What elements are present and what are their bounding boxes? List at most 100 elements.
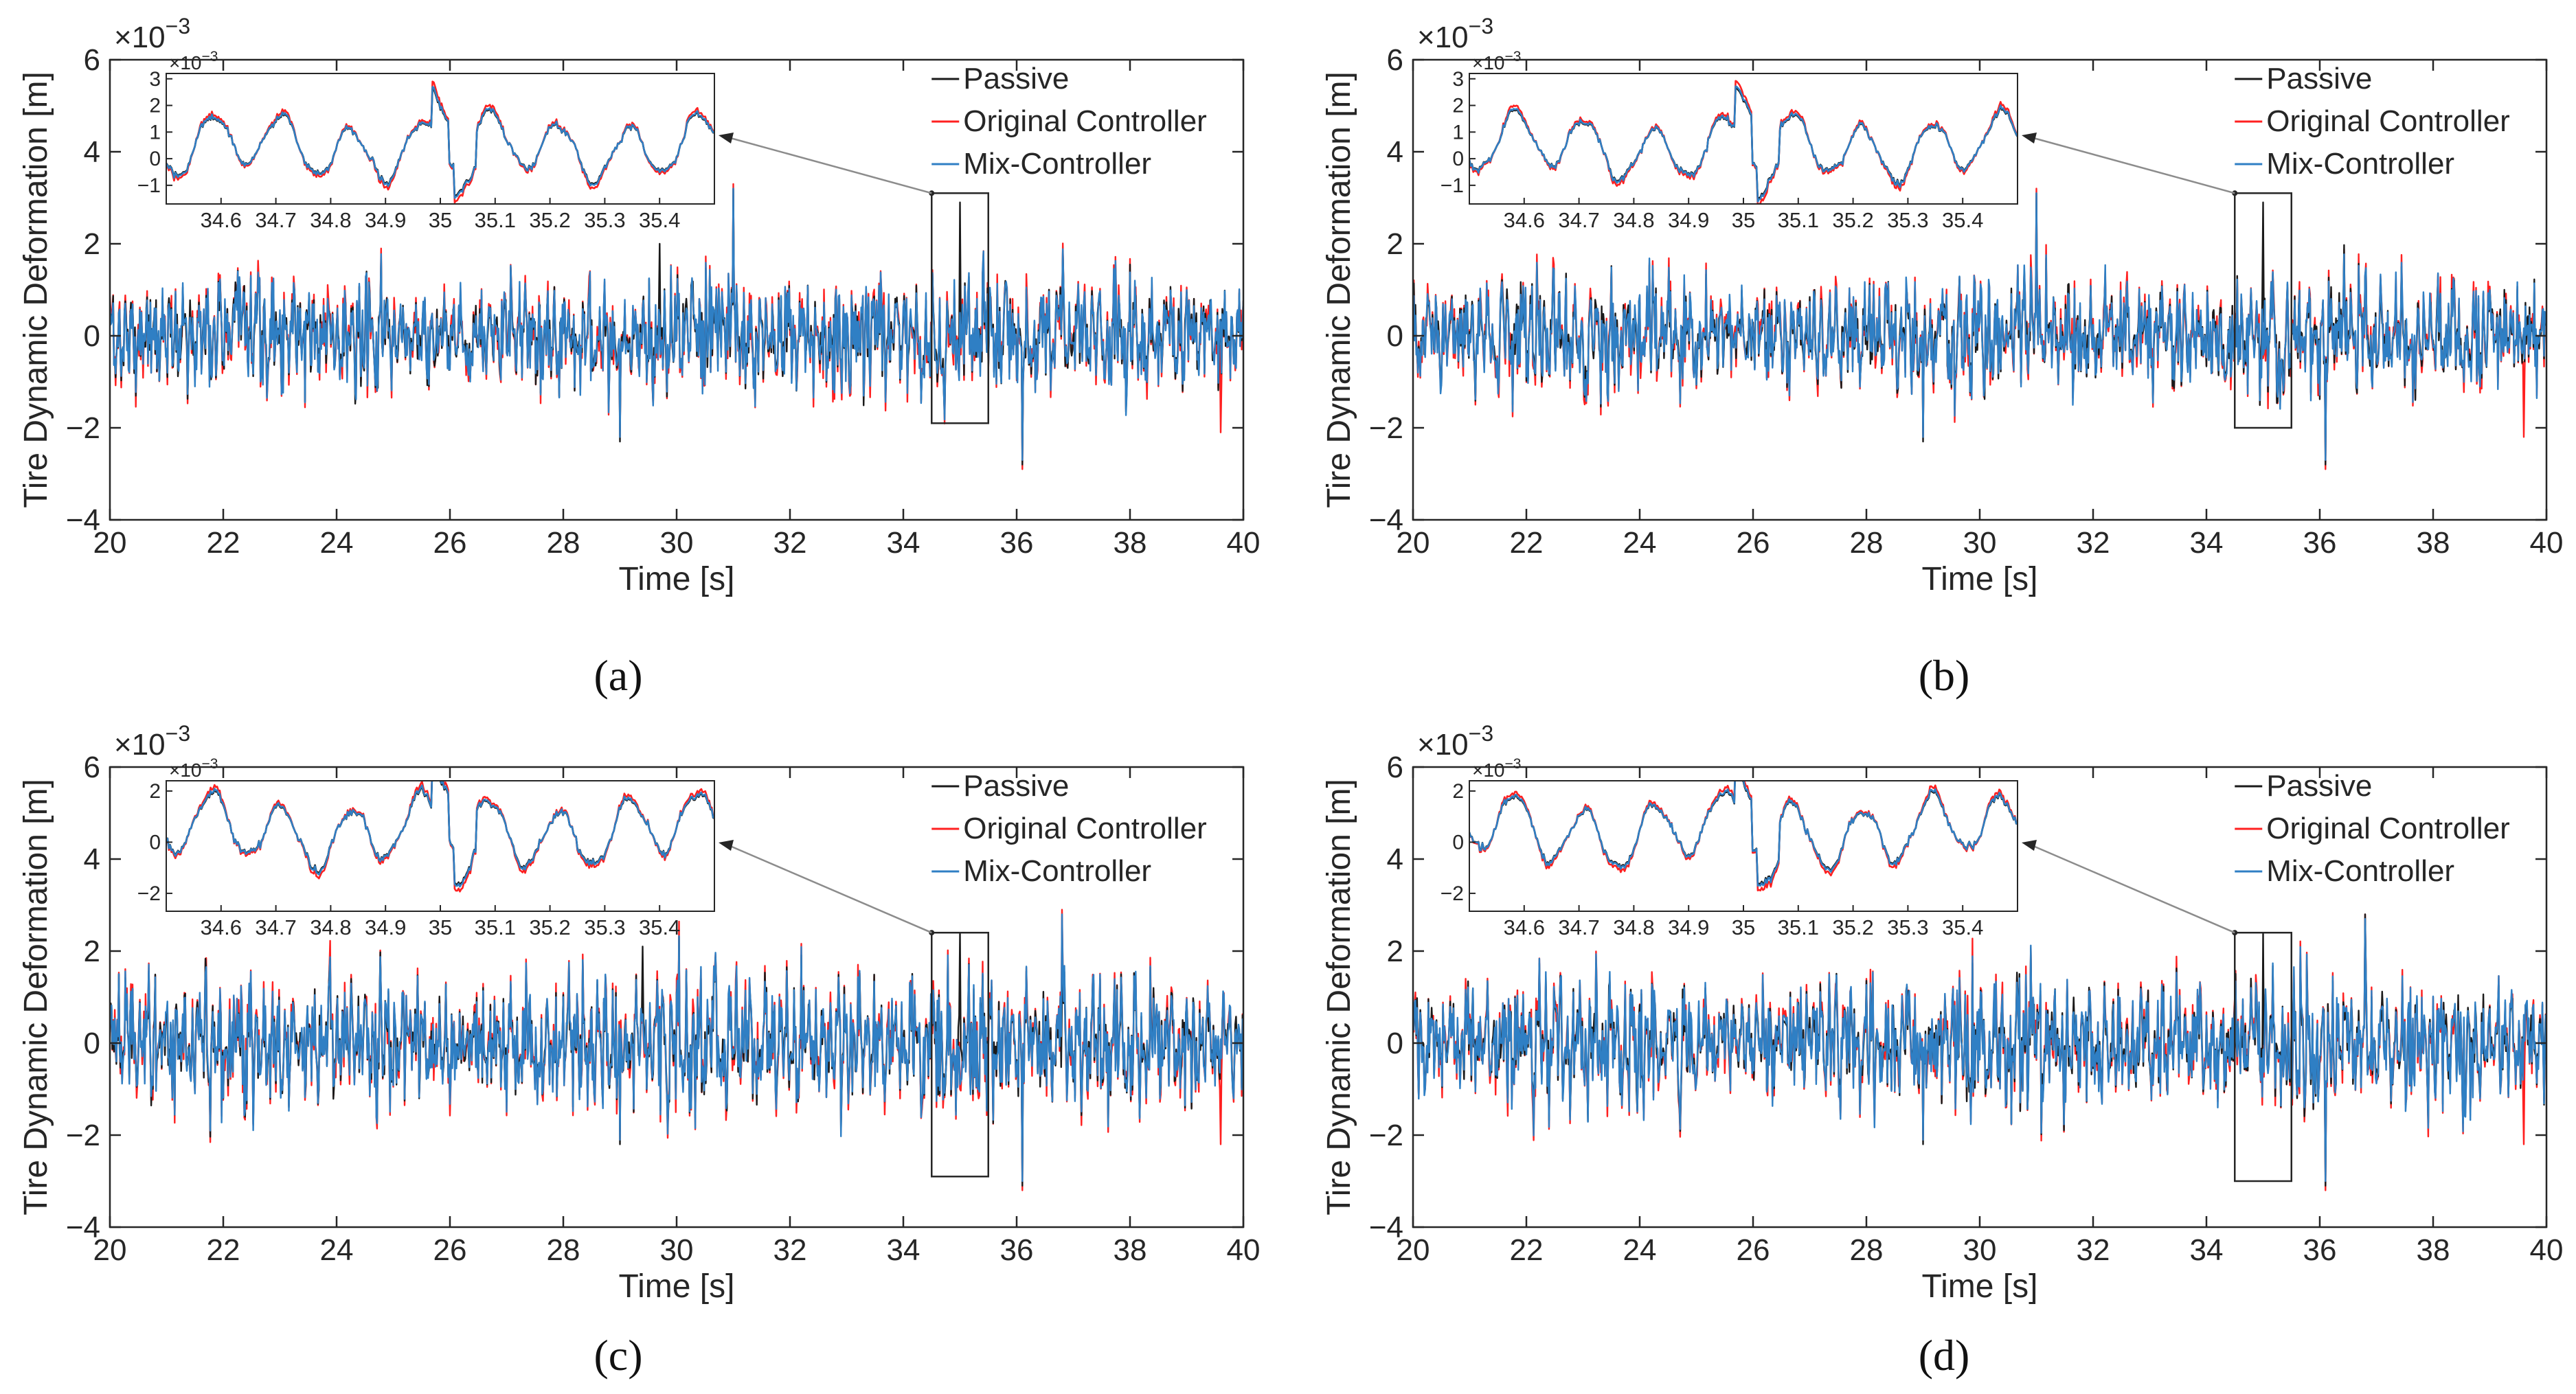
x-tick-label: 24 [1623,526,1657,560]
inset-x-tick-label: 34.9 [1668,915,1709,939]
zoom-connector-line [725,135,932,194]
legend-label: Mix-Controller [2266,854,2454,888]
inset-chart: 34.6 34.7 34.8 34.9 35 35.1 35.2 35.3 35.4 −2 0 2 ×1… [137,756,715,939]
inset-series-mix-controller [1469,85,2018,203]
inset-x-tick-label: 35.2 [529,208,570,232]
x-tick-label: 30 [1963,526,1997,560]
x-tick-label: 38 [1114,526,1147,560]
inset-x-tick-label: 34.8 [1613,208,1654,232]
x-tick-label: 28 [1850,1233,1884,1267]
inset-x-tick-label: 34.6 [1504,915,1545,939]
inset-x-tick-label: 34.7 [255,915,296,939]
inset-y-tick-label: 1 [149,121,161,144]
series-line-mix-controller [1413,917,2546,1182]
x-tick-label: 38 [1114,1233,1147,1267]
y-exponent-power: −3 [1469,721,1493,746]
inset-background [1469,781,2018,911]
inset-x-tick-label: 35 [1732,915,1755,939]
y-exponent-base: ×10 [1417,21,1469,54]
x-tick-label: 22 [207,1233,240,1267]
inset-y-tick-label: −1 [1440,174,1464,197]
inset-x-tick-label: 35.3 [1887,208,1928,232]
inset-series-mix-controller [166,781,714,888]
inset-x-tick-label: 34.9 [1668,208,1709,232]
inset-x-tick-label: 35.4 [1942,915,1983,939]
x-tick-label: 28 [547,1233,580,1267]
x-tick-label: 30 [660,1233,694,1267]
y-tick-label: −4 [1369,503,1403,537]
x-tick-label: 22 [1510,1233,1544,1267]
y-tick-label: 6 [84,43,100,77]
y-exponent-base: ×10 [114,728,166,762]
inset-y-tick-label: 0 [1452,831,1464,854]
zoom-connector-arrowhead [2022,840,2037,851]
inset-x-tick-label: 35.4 [639,915,680,939]
inset-x-tick-label: 34.8 [310,208,351,232]
legend-label: Mix-Controller [2266,147,2454,181]
inset-x-tick-label: 35.4 [1942,208,1983,232]
zoom-connector-arrowhead [719,840,734,851]
x-tick-label: 26 [1737,526,1770,560]
inset-x-tick-label: 35 [429,208,452,232]
legend-label: Passive [2266,769,2372,803]
y-tick-label: 4 [84,135,100,169]
x-tick-label: 38 [2417,1233,2450,1267]
inset-exponent-base: ×10 [1472,759,1505,781]
inset-x-tick-label: 35.2 [1832,208,1873,232]
inset-x-tick-label: 35.3 [1887,915,1928,939]
inset-y-tick-label: −2 [1440,882,1464,905]
y-tick-label: 2 [1387,227,1403,261]
y-exponent-power: −3 [166,14,190,38]
inset-y-tick-label: 2 [1452,95,1464,117]
x-tick-label: 24 [320,1233,354,1267]
inset-exponent-power: −3 [202,756,218,772]
x-axis-label: Time [s] [1922,561,2038,597]
x-tick-label: 36 [1000,526,1034,560]
y-tick-label: 0 [1387,1027,1403,1060]
inset-exponent-label: ×10−3 [169,756,218,781]
x-tick-label: 24 [1623,1233,1657,1267]
legend-label: Original Controller [963,812,1207,845]
x-tick-label: 34 [2190,1233,2224,1267]
chart-panel-a: 20 22 24 26 28 30 32 34 36 38 40−4−20246×10−3Time … [18,14,1260,700]
inset-x-tick-label: 35.3 [584,915,625,939]
inset-x-tick-label: 34.7 [1558,208,1599,232]
x-tick-label: 30 [660,526,694,560]
x-tick-label: 32 [2077,526,2110,560]
inset-exponent-base: ×10 [169,759,202,781]
x-tick-label: 20 [93,1233,127,1267]
y-exponent-base: ×10 [114,21,166,54]
y-tick-label: 2 [84,935,100,968]
x-tick-label: 26 [433,1233,467,1267]
y-tick-label: 2 [84,227,100,261]
inset-exponent-label: ×10−3 [169,49,218,73]
x-axis-label: Time [s] [1922,1268,2038,1305]
inset-x-tick-label: 34.8 [1613,915,1654,939]
inset-y-tick-label: 2 [149,95,161,117]
plot-area [110,183,1243,470]
x-tick-label: 40 [1227,526,1261,560]
inset-y-tick-label: 0 [149,148,161,170]
plot-area [110,909,1243,1191]
x-tick-label: 22 [1510,526,1544,560]
y-tick-label: 4 [1387,843,1403,876]
plot-area [1413,187,2546,470]
x-tick-label: 40 [2530,1233,2564,1267]
y-exponent-label: ×10−3 [114,14,190,54]
inset-background [166,73,714,204]
y-tick-label: 6 [84,751,100,784]
x-tick-label: 28 [1850,526,1884,560]
y-tick-label: 6 [1387,751,1403,784]
inset-x-tick-label: 34.6 [201,915,242,939]
legend-label: Passive [963,769,1069,803]
inset-x-tick-label: 35.1 [475,915,516,939]
y-axis-label: Tire Dynamic Deformation [m] [1321,779,1357,1215]
x-tick-label: 28 [547,526,580,560]
x-tick-label: 34 [887,526,920,560]
zoom-region-box [931,931,989,1178]
zoom-connector-arrowhead [719,133,734,144]
zoom-region-box [2234,931,2292,1182]
inset-chart: 34.6 34.7 34.8 34.9 35 35.1 35.2 35.3 35.4 −1 0 1 2 3… [1440,49,2018,232]
y-tick-label: −2 [66,1119,100,1152]
